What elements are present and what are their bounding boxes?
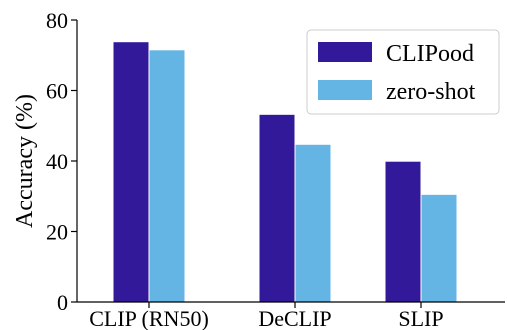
y-tick-label: 0 [57, 290, 68, 315]
bar-clipood-3 [385, 161, 421, 302]
x-tick-label: SLIP [398, 306, 443, 330]
legend-swatch-clipood [318, 42, 372, 62]
y-tick-label: 40 [46, 149, 68, 174]
legend-label-clipood: CLIPood [386, 41, 474, 67]
legend: CLIPood zero-shot [306, 29, 500, 115]
y-tick-label: 20 [46, 220, 68, 245]
legend-swatch-zero-shot [318, 80, 372, 100]
y-tick-label: 80 [46, 8, 68, 33]
bar-clipood-1 [113, 42, 149, 303]
x-tick-label: CLIP (RN50) [89, 306, 209, 330]
bar-clipood-2 [259, 114, 295, 302]
x-axis-ticks: CLIP (RN50) DeCLIP SLIP [89, 302, 444, 330]
legend-label-zero-shot: zero-shot [386, 79, 476, 105]
bar-zero-shot-3 [421, 194, 457, 302]
bar-zero-shot-1 [149, 50, 185, 302]
y-axis-ticks: 0 20 40 60 80 [46, 8, 77, 315]
y-axis-label: Accuracy (%) [12, 94, 38, 228]
bars-group [113, 42, 457, 303]
x-tick-label: DeCLIP [258, 306, 331, 330]
bar-zero-shot-2 [295, 144, 331, 302]
y-tick-label: 60 [46, 79, 68, 104]
